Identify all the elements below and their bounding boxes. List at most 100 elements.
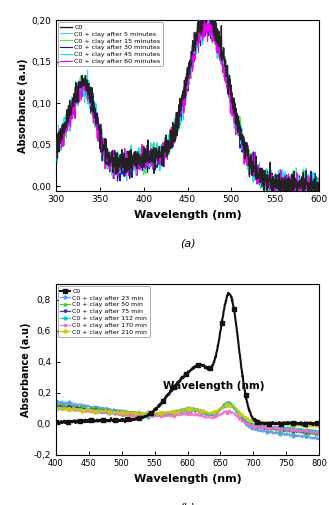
C0 + clay after 5 minutes (166, 136, 170, 142)
Y-axis label: Absorbance (a.u): Absorbance (a.u) (21, 322, 31, 417)
C0 (315, 200, 319, 207)
C0 + clay after 15 minutes (166, 136, 170, 142)
C0 + clay after 50 min (81, 404, 85, 410)
C0 + clay after 60 minutes (203, 12, 207, 18)
C0 + clay after 210 min (54, 405, 58, 411)
C0 + clay after 75 min (225, 400, 229, 407)
Line: C0 + clay after 210 min: C0 + clay after 210 min (55, 402, 320, 430)
Line: C0 + clay after 112 min: C0 + clay after 112 min (55, 402, 320, 434)
C0 + clay after 5 minutes (83, 84, 87, 90)
C0 + clay after 30 minutes (166, 144, 170, 150)
C0 + clay after 45 minutes (166, 146, 170, 153)
C0 + clay after 170 min (170, 414, 174, 420)
C0 + clay after 15 minutes (314, 194, 317, 200)
C0 + clay after 45 minutes (317, 192, 321, 198)
C0 + clay after 210 min (235, 407, 239, 413)
C0 + clay after 170 min (260, 425, 264, 431)
X-axis label: Wavelength (nm): Wavelength (nm) (134, 210, 241, 220)
C0 + clay after 45 minutes (54, 148, 58, 154)
C0 + clay after 60 minutes (54, 155, 58, 161)
Line: C0 + clay after 50 min: C0 + clay after 50 min (55, 401, 320, 438)
C0 + clay after 50 min (161, 411, 164, 417)
C0 + clay after 112 min (170, 410, 174, 416)
C0 + clay after 15 minutes (317, 186, 321, 192)
C0 + clay after 23 min (170, 409, 174, 415)
C0 + clay after 210 min (81, 408, 85, 414)
C0 + clay after 5 minutes (199, 4, 203, 10)
C0 + clay after 30 minutes (241, 144, 245, 150)
C0 + clay after 45 minutes (281, 192, 285, 198)
C0 (161, 399, 164, 406)
C0 + clay after 5 minutes (241, 134, 245, 140)
Line: C0: C0 (56, 7, 319, 204)
Legend: C0, C0 + clay after 5 minutes, C0 + clay after 15 minutes, C0 + clay after 30 mi: C0, C0 + clay after 5 minutes, C0 + clay… (58, 22, 163, 67)
C0 + clay after 112 min (161, 413, 164, 419)
C0 + clay after 45 minutes (83, 99, 87, 106)
Line: C0 + clay after 15 minutes: C0 + clay after 15 minutes (56, 8, 319, 197)
C0 + clay after 50 min (170, 409, 174, 415)
C0 + clay after 50 min (54, 401, 58, 407)
C0 + clay after 23 min (264, 428, 268, 434)
Line: C0 + clay after 23 min: C0 + clay after 23 min (55, 399, 320, 441)
C0 + clay after 60 minutes (83, 87, 87, 93)
C0 + clay after 23 min (317, 436, 321, 442)
C0 + clay after 112 min (264, 423, 268, 429)
C0 + clay after 45 minutes (252, 157, 256, 163)
C0 + clay after 23 min (315, 437, 318, 443)
C0 + clay after 60 minutes (241, 149, 245, 155)
C0 + clay after 75 min (81, 407, 85, 413)
C0 + clay after 30 minutes (83, 86, 87, 92)
C0 + clay after 5 minutes (317, 183, 321, 189)
C0 + clay after 170 min (54, 406, 58, 412)
Line: C0 + clay after 5 minutes: C0 + clay after 5 minutes (56, 7, 319, 201)
C0 + clay after 23 min (235, 408, 239, 414)
C0 + clay after 5 minutes (281, 188, 285, 194)
C0 + clay after 60 minutes (166, 144, 170, 150)
C0 + clay after 50 min (227, 400, 231, 406)
C0 + clay after 210 min (170, 409, 174, 415)
C0 + clay after 45 minutes (306, 197, 310, 204)
C0 + clay after 112 min (317, 428, 321, 434)
C0 + clay after 23 min (81, 402, 85, 409)
C0 + clay after 170 min (317, 430, 321, 436)
Line: C0 + clay after 60 minutes: C0 + clay after 60 minutes (56, 15, 319, 200)
C0 + clay after 210 min (161, 412, 164, 418)
Line: C0 + clay after 45 minutes: C0 + clay after 45 minutes (56, 17, 319, 200)
C0 (81, 418, 85, 424)
C0 (241, 134, 245, 140)
C0 + clay after 112 min (227, 401, 231, 407)
Line: C0 + clay after 170 min: C0 + clay after 170 min (55, 405, 320, 435)
C0 + clay after 30 minutes (252, 157, 256, 163)
C0 + clay after 60 minutes (281, 174, 285, 180)
C0 + clay after 15 minutes (241, 139, 245, 145)
C0 + clay after 75 min (314, 431, 318, 437)
C0 + clay after 210 min (260, 420, 264, 426)
C0 + clay after 30 minutes (317, 183, 321, 189)
C0 (264, 420, 268, 426)
Y-axis label: Absorbance (a.u): Absorbance (a.u) (18, 58, 28, 153)
C0 (54, 419, 58, 425)
C0 + clay after 45 minutes (122, 159, 126, 165)
C0 (83, 83, 87, 89)
X-axis label: Wavelength (nm): Wavelength (nm) (134, 474, 241, 484)
C0 (203, 4, 207, 10)
C0 + clay after 170 min (161, 413, 164, 419)
C0 + clay after 15 minutes (281, 193, 285, 199)
C0 + clay after 75 min (54, 403, 58, 410)
C0 + clay after 30 minutes (54, 146, 58, 153)
C0 (311, 422, 315, 428)
Line: C0: C0 (54, 291, 321, 427)
C0 + clay after 5 minutes (54, 144, 58, 150)
C0 + clay after 30 minutes (287, 193, 291, 199)
C0 + clay after 50 min (317, 430, 321, 436)
Line: C0 + clay after 75 min: C0 + clay after 75 min (55, 402, 320, 436)
C0 + clay after 5 minutes (252, 169, 256, 175)
C0 (170, 386, 174, 392)
C0 + clay after 23 min (259, 427, 263, 433)
C0 + clay after 75 min (317, 430, 321, 436)
C0 + clay after 75 min (161, 411, 164, 417)
C0 + clay after 112 min (54, 406, 58, 412)
C0 + clay after 30 minutes (281, 183, 285, 189)
C0 (54, 136, 58, 142)
C0 + clay after 112 min (235, 406, 239, 412)
